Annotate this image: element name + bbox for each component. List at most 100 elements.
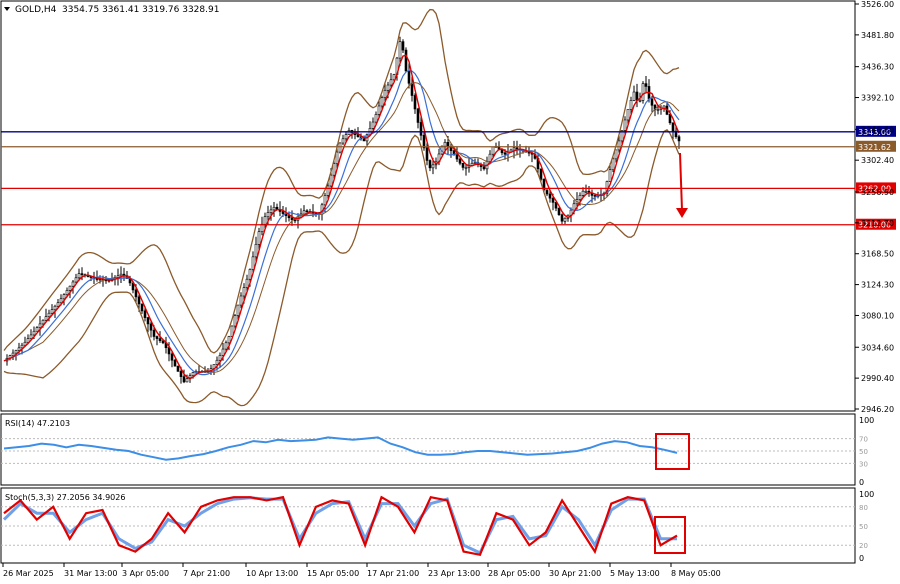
candle-body bbox=[263, 216, 267, 225]
candle-body bbox=[32, 330, 36, 336]
price-axis-label: 3212.70 bbox=[861, 219, 894, 228]
candle-body bbox=[254, 243, 258, 258]
candle-body bbox=[374, 114, 378, 123]
rsi-label: RSI(14) 47.2103 bbox=[5, 419, 70, 428]
candle-body bbox=[41, 319, 45, 325]
candle-body bbox=[473, 162, 477, 164]
bollinger-lower-band bbox=[3, 128, 680, 407]
candle-body bbox=[35, 327, 39, 332]
candle-body bbox=[332, 163, 336, 176]
candle-body bbox=[146, 317, 150, 325]
candle-body bbox=[53, 305, 57, 311]
candle-body bbox=[167, 347, 171, 355]
candle-body bbox=[77, 273, 81, 279]
candle-body bbox=[26, 338, 30, 343]
candle-body bbox=[29, 334, 33, 339]
candle-body bbox=[545, 189, 549, 195]
level-tag bbox=[856, 218, 896, 230]
candle-body bbox=[563, 217, 567, 222]
x-axis-label: 30 Apr 21:00 bbox=[549, 569, 601, 578]
x-axis-label: 31 Mar 13:00 bbox=[64, 569, 117, 578]
candle-body bbox=[152, 329, 156, 337]
candle-body bbox=[224, 342, 228, 350]
chart-header-symbol: GOLD,H4 bbox=[15, 5, 57, 15]
level-tag-label: 3262.00 bbox=[858, 184, 891, 193]
candle-body bbox=[668, 114, 672, 124]
candle-body bbox=[650, 98, 654, 106]
candle-body bbox=[620, 130, 624, 142]
stoch-level-label: 20 bbox=[859, 542, 868, 550]
candle-body bbox=[584, 190, 588, 193]
stoch-axis-label: 100 bbox=[859, 490, 874, 499]
candle-body bbox=[491, 146, 495, 155]
candle-body bbox=[554, 202, 558, 209]
candle-body bbox=[461, 162, 465, 168]
candle-body bbox=[572, 203, 576, 211]
candle-body bbox=[44, 316, 48, 321]
x-axis-label: 17 Apr 21:00 bbox=[367, 569, 419, 578]
price-axis-label: 3302.40 bbox=[861, 156, 894, 165]
candle-body bbox=[578, 195, 582, 200]
candle-body bbox=[74, 277, 78, 283]
candle-body bbox=[281, 211, 285, 214]
candle-body bbox=[626, 109, 630, 121]
candle-body bbox=[236, 304, 240, 316]
candle-body bbox=[62, 294, 66, 300]
candle-body bbox=[185, 378, 189, 383]
price-axis-label: 3080.10 bbox=[861, 311, 894, 320]
rsi-panel bbox=[0, 413, 856, 486]
candle-body bbox=[413, 95, 417, 110]
candle-body bbox=[323, 195, 327, 206]
level-tag bbox=[856, 182, 896, 194]
rsi-level-label: 50 bbox=[859, 448, 868, 456]
candle-body bbox=[341, 138, 345, 144]
candle-body bbox=[293, 219, 297, 222]
candle-body bbox=[17, 347, 21, 351]
candle-body bbox=[674, 130, 678, 138]
x-axis-label: 28 Apr 05:00 bbox=[488, 569, 540, 578]
price-panel bbox=[0, 0, 856, 412]
candle-body bbox=[344, 134, 348, 140]
price-axis-label: 3124.30 bbox=[861, 281, 894, 290]
candle-body bbox=[425, 147, 429, 161]
candle-body bbox=[137, 296, 141, 305]
candle-body bbox=[407, 70, 411, 84]
candle-body bbox=[245, 278, 249, 288]
candle-body bbox=[257, 231, 261, 245]
x-axis-label: 3 Apr 05:00 bbox=[122, 569, 169, 578]
candle-body bbox=[269, 209, 273, 213]
candle-body bbox=[23, 341, 27, 346]
price-axis-label: 3346.60 bbox=[861, 125, 894, 134]
candle-body bbox=[623, 119, 627, 131]
rsi-level-label: 30 bbox=[859, 460, 868, 468]
candle-body bbox=[356, 134, 360, 138]
candle-body bbox=[227, 336, 231, 344]
candle-body bbox=[431, 164, 435, 169]
candle-body bbox=[371, 121, 375, 129]
moving-average-fast bbox=[3, 54, 680, 379]
candle-body bbox=[644, 83, 648, 87]
candle-body bbox=[239, 295, 243, 306]
candle-body bbox=[68, 285, 72, 291]
candle-body bbox=[608, 169, 612, 182]
stoch-axis-label: 0 bbox=[859, 554, 864, 563]
candle-body bbox=[65, 290, 69, 295]
candle-body bbox=[161, 340, 165, 344]
price-axis-label: 3256.90 bbox=[861, 188, 894, 197]
candle-body bbox=[386, 84, 390, 91]
candle-body bbox=[671, 122, 675, 132]
rsi-highlight-box bbox=[655, 433, 690, 470]
down-arrow-shaft bbox=[679, 152, 683, 211]
candle-body bbox=[389, 79, 393, 86]
stoch-label: Stoch(5,3,3) 27.2056 34.9026 bbox=[5, 493, 125, 502]
dropdown-triangle-icon[interactable] bbox=[4, 7, 10, 11]
candle-body bbox=[557, 207, 561, 215]
candle-body bbox=[422, 135, 426, 149]
x-axis-label: 7 Apr 21:00 bbox=[183, 569, 230, 578]
candle-body bbox=[38, 323, 42, 328]
stoch-main-line bbox=[3, 495, 678, 557]
candle-body bbox=[272, 206, 276, 211]
candle-body bbox=[656, 109, 660, 111]
x-axis-label: 26 Mar 2025 bbox=[3, 569, 54, 578]
candle-body bbox=[677, 136, 681, 142]
